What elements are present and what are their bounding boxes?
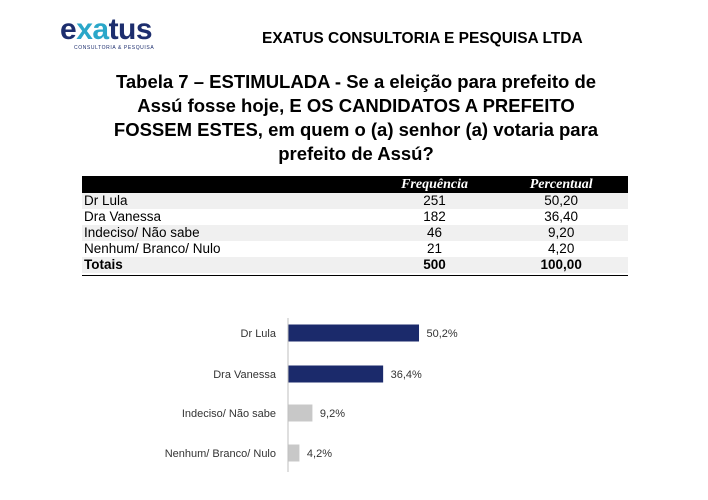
- total-label: Totais: [82, 257, 375, 273]
- row-frequency: 251: [374, 193, 495, 209]
- company-name: EXATUS CONSULTORIA E PESQUISA LTDA: [262, 30, 583, 47]
- logo-part-tus: tus: [108, 13, 153, 46]
- bar: [288, 404, 313, 422]
- bar: [288, 324, 420, 342]
- category-label: Nenhum/ Branco/ Nulo: [165, 448, 276, 460]
- bar: [288, 365, 384, 383]
- table-row: Dr Lula 251 50,20: [82, 193, 628, 209]
- row-frequency: 46: [374, 225, 495, 241]
- table-title: Tabela 7 – ESTIMULADA - Se a eleição par…: [113, 71, 599, 164]
- logo-wordmark: exatus: [60, 13, 153, 46]
- row-frequency: 182: [374, 209, 495, 225]
- row-label: Dr Lula: [82, 193, 375, 209]
- logo-part-xa: xa: [76, 13, 109, 46]
- bar: [288, 444, 300, 462]
- data-label: 36,4%: [391, 369, 422, 381]
- data-label: 9,2%: [320, 408, 345, 420]
- header-cell-percentual: Percentual: [494, 176, 628, 193]
- row-percent: 50,20: [494, 193, 628, 209]
- data-label: 50,2%: [427, 328, 458, 340]
- table-total-row: Totais 500 100,00: [82, 257, 628, 273]
- row-percent: 36,40: [494, 209, 628, 225]
- table-bottom-rule: [82, 275, 628, 276]
- row-percent: 4,20: [494, 241, 628, 257]
- category-label: Dra Vanessa: [213, 369, 277, 381]
- table-row: Dra Vanessa 182 36,40: [82, 209, 628, 225]
- table-row: Nenhum/ Branco/ Nulo 21 4,20: [82, 241, 628, 257]
- row-label: Indeciso/ Não sabe: [82, 225, 375, 241]
- row-label: Nenhum/ Branco/ Nulo: [82, 241, 375, 257]
- logo-part-e: e: [60, 13, 77, 46]
- total-frequency: 500: [374, 257, 495, 273]
- header-cell-frequencia: Frequência: [374, 176, 495, 193]
- table-header-row: Frequência Percentual: [82, 176, 628, 193]
- category-label: Indeciso/ Não sabe: [182, 408, 276, 420]
- logo-tagline: CONSULTORIA & PESQUISA: [74, 45, 155, 51]
- table-row: Indeciso/ Não sabe 46 9,20: [82, 225, 628, 241]
- row-frequency: 21: [374, 241, 495, 257]
- exatus-logo: exatus CONSULTORIA & PESQUISA: [60, 14, 172, 54]
- data-label: 4,2%: [307, 448, 332, 460]
- header-cell-empty: [82, 176, 375, 193]
- total-percent: 100,00: [494, 257, 628, 273]
- row-percent: 9,20: [494, 225, 628, 241]
- category-label: Dr Lula: [241, 328, 277, 340]
- row-label: Dra Vanessa: [82, 209, 375, 225]
- results-table: Frequência Percentual Dr Lula 251 50,20 …: [82, 176, 628, 273]
